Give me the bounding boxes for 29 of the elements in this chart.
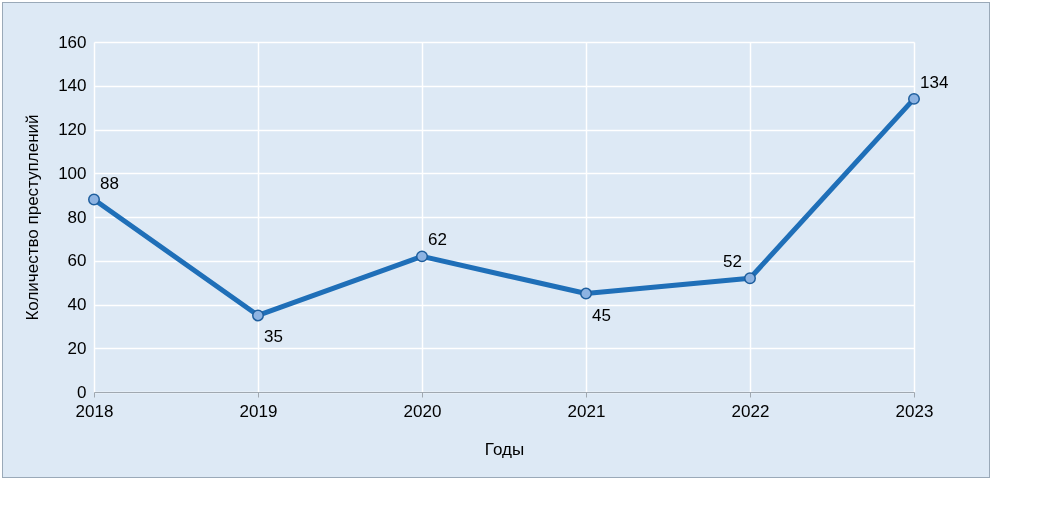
y-tick-label: 0 [77,382,87,402]
point [416,250,428,263]
x-tick-label: 2021 [567,401,606,421]
y-tick-label: 80 [67,207,87,227]
y-tick-label: 40 [67,295,87,314]
data-label: 52 [723,252,742,272]
y-tick-label: 120 [58,120,87,139]
point [744,272,756,285]
data-label: 62 [428,230,447,250]
x-tick-label: 2018 [75,401,114,421]
y-tick-label: 60 [67,251,87,271]
x-tick-label: 2022 [731,401,770,421]
x-tick-label: 2020 [403,401,442,421]
y-axis-title: Количество преступлений [23,114,43,321]
y-tick-label: 100 [58,163,87,183]
point [88,193,100,206]
x-axis-title: Годы [484,439,525,459]
point [252,309,264,322]
point [908,92,920,105]
y-tick-label: 140 [58,76,87,96]
data-label: 35 [264,327,283,347]
x-tick-label: 2023 [895,401,934,421]
y-tick-label: 20 [67,338,87,358]
data-label: 134 [920,72,949,92]
y-tick-label: 160 [58,32,87,52]
point [580,287,592,300]
data-label: 88 [100,173,119,193]
x-tick-label: 2019 [239,401,278,421]
data-label: 45 [592,305,611,325]
